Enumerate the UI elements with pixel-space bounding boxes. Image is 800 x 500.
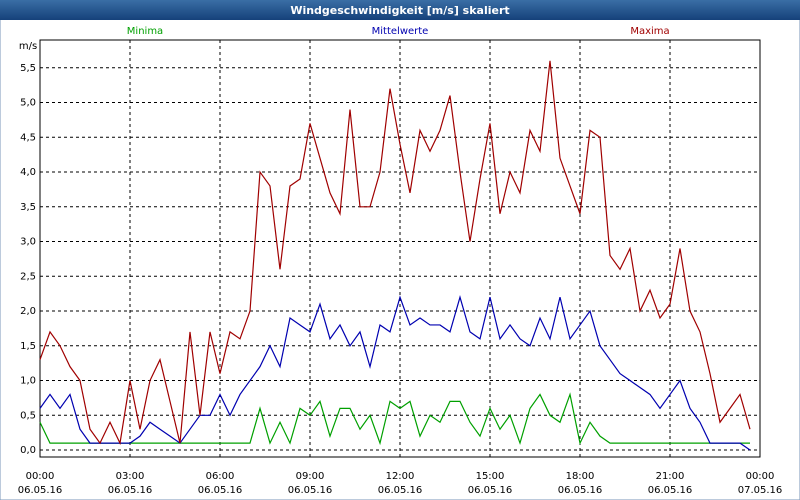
x-tick-date: 06.05.16	[198, 485, 243, 496]
y-tick-label: 3,5	[20, 202, 36, 213]
x-tick-date: 06.05.16	[108, 485, 153, 496]
x-tick-label: 21:00	[656, 471, 685, 482]
y-tick-label: 3,0	[20, 237, 36, 248]
y-axis-label: m/s	[19, 41, 37, 52]
x-tick-date: 07.05.16	[738, 485, 783, 496]
y-tick-label: 5,0	[20, 98, 36, 109]
y-tick-label: 2,0	[20, 306, 36, 317]
data-line	[39, 60, 751, 446]
x-tick-date: 06.05.16	[378, 485, 423, 496]
x-tick-date: 06.05.16	[18, 485, 63, 496]
data-line	[39, 392, 750, 446]
y-tick-label: 0,5	[20, 410, 36, 421]
y-tick-label: 1,5	[20, 341, 36, 352]
x-tick-label: 00:00	[746, 471, 775, 482]
x-tick-date: 06.05.16	[648, 485, 693, 496]
y-tick-label: 4,0	[20, 167, 36, 178]
x-tick-date: 06.05.16	[558, 485, 603, 496]
x-tick-date: 06.05.16	[288, 485, 333, 496]
data-line	[39, 294, 751, 451]
y-tick-label: 2,5	[20, 271, 36, 282]
x-tick-label: 09:00	[296, 471, 325, 482]
x-tick-date: 06.05.16	[468, 485, 513, 496]
legend-entry: Maxima	[630, 26, 669, 37]
chart-title: Windgeschwindigkeit [m/s] skaliert	[290, 4, 509, 17]
x-tick-label: 00:00	[26, 471, 55, 482]
x-tick-label: 18:00	[566, 471, 595, 482]
y-tick-label: 5,5	[20, 63, 36, 74]
y-tick-label: 1,0	[20, 376, 36, 387]
x-tick-label: 03:00	[116, 471, 145, 482]
title-bar	[0, 0, 800, 20]
x-tick-label: 12:00	[386, 471, 415, 482]
y-tick-label: 0,0	[20, 445, 36, 456]
y-tick-label: 4,5	[20, 132, 36, 143]
legend-entry: Mittelwerte	[372, 26, 429, 37]
x-tick-label: 15:00	[476, 471, 505, 482]
legend-entry: Minima	[127, 26, 163, 37]
x-tick-label: 06:00	[206, 471, 235, 482]
